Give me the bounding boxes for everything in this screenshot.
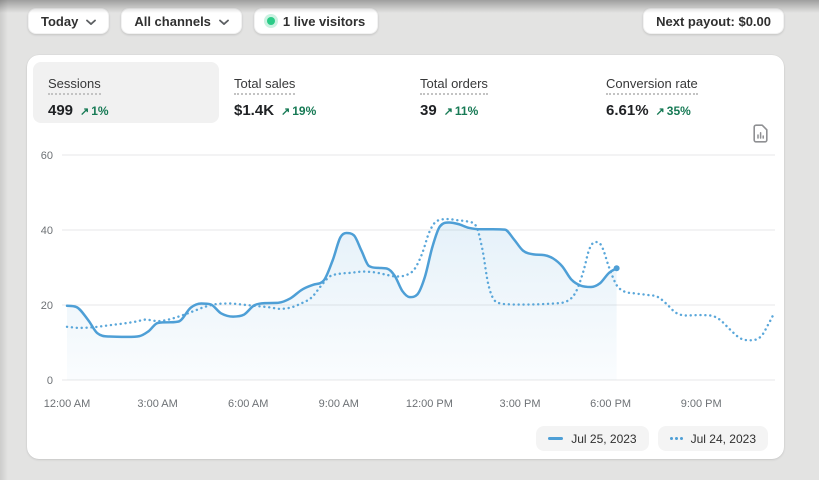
svg-text:60: 60 <box>41 150 53 162</box>
metric-value: $1.4K <box>234 102 275 119</box>
report-document-icon <box>752 124 769 146</box>
date-range-button[interactable]: Today <box>28 8 110 34</box>
svg-text:9:00 AM: 9:00 AM <box>319 398 359 410</box>
legend-item-jul-24[interactable]: Jul 24, 2023 <box>657 426 768 451</box>
increase-arrow-icon: ↗ <box>443 106 453 118</box>
next-payout-button[interactable]: Next payout: $0.00 <box>643 8 784 34</box>
sessions-line-chart: 0 20 40 60 12:00 AM 3:00 AM 6:00 AM 9:00 AM 12:0… <box>41 150 775 410</box>
metric-tab-total-sales[interactable]: Total sales $1.4K ↗ 19% <box>219 62 405 123</box>
view-report-button[interactable] <box>748 123 772 147</box>
metric-label: Sessions <box>48 76 101 95</box>
metric-tab-sessions[interactable]: Sessions 499 ↗ 1% <box>33 62 219 123</box>
metric-value: 39 <box>420 102 437 119</box>
chart-legend: Jul 25, 2023 Jul 24, 2023 <box>536 426 768 451</box>
solid-line-icon <box>548 437 564 440</box>
svg-text:3:00 PM: 3:00 PM <box>500 398 541 410</box>
metric-value: 6.61% <box>606 102 649 119</box>
svg-text:12:00 AM: 12:00 AM <box>44 398 90 410</box>
metric-delta: ↗ 11% <box>443 104 479 118</box>
metric-label: Conversion rate <box>606 76 698 95</box>
channels-filter-label: All channels <box>134 13 211 29</box>
left-shadow-overlay <box>0 0 8 480</box>
chevron-down-icon <box>219 14 229 29</box>
live-visitors-label: 1 live visitors <box>282 13 366 29</box>
metric-label: Total sales <box>234 76 296 95</box>
legend-label: Jul 25, 2023 <box>571 431 637 446</box>
next-payout-label: Next payout: $0.00 <box>656 13 771 29</box>
metric-tab-conversion-rate[interactable]: Conversion rate 6.61% ↗ 35% <box>591 62 777 123</box>
svg-text:6:00 PM: 6:00 PM <box>590 398 631 410</box>
metrics-row: Sessions 499 ↗ 1% Total sales $1.4K ↗ 19% … <box>33 62 777 123</box>
svg-text:20: 20 <box>41 300 53 312</box>
svg-text:9:00 PM: 9:00 PM <box>681 398 722 410</box>
increase-arrow-icon: ↗ <box>80 106 90 118</box>
legend-label: Jul 24, 2023 <box>690 431 756 446</box>
metric-value: 499 <box>48 102 74 119</box>
live-visitors-badge[interactable]: 1 live visitors <box>253 8 379 34</box>
dotted-line-icon <box>669 437 683 440</box>
channels-filter-button[interactable]: All channels <box>121 8 242 34</box>
svg-text:40: 40 <box>41 225 53 237</box>
svg-text:6:00 AM: 6:00 AM <box>228 398 268 410</box>
date-range-label: Today <box>41 13 79 29</box>
increase-arrow-icon: ↗ <box>281 106 291 118</box>
metric-tab-total-orders[interactable]: Total orders 39 ↗ 11% <box>405 62 591 123</box>
metric-label: Total orders <box>420 76 488 95</box>
analytics-card: Sessions 499 ↗ 1% Total sales $1.4K ↗ 19% … <box>27 55 784 459</box>
metric-delta: ↗ 1% <box>80 104 109 118</box>
live-indicator-dot <box>266 17 275 25</box>
metric-delta: ↗ 35% <box>655 104 691 118</box>
metric-delta: ↗ 19% <box>281 104 317 118</box>
chevron-down-icon <box>86 14 97 29</box>
svg-text:0: 0 <box>47 375 53 387</box>
increase-arrow-icon: ↗ <box>655 106 665 118</box>
legend-item-jul-25[interactable]: Jul 25, 2023 <box>536 426 649 451</box>
svg-text:12:00 PM: 12:00 PM <box>406 398 453 410</box>
svg-text:3:00 AM: 3:00 AM <box>137 398 177 410</box>
topbar: Today All channels 1 live visitors Next … <box>28 8 784 34</box>
